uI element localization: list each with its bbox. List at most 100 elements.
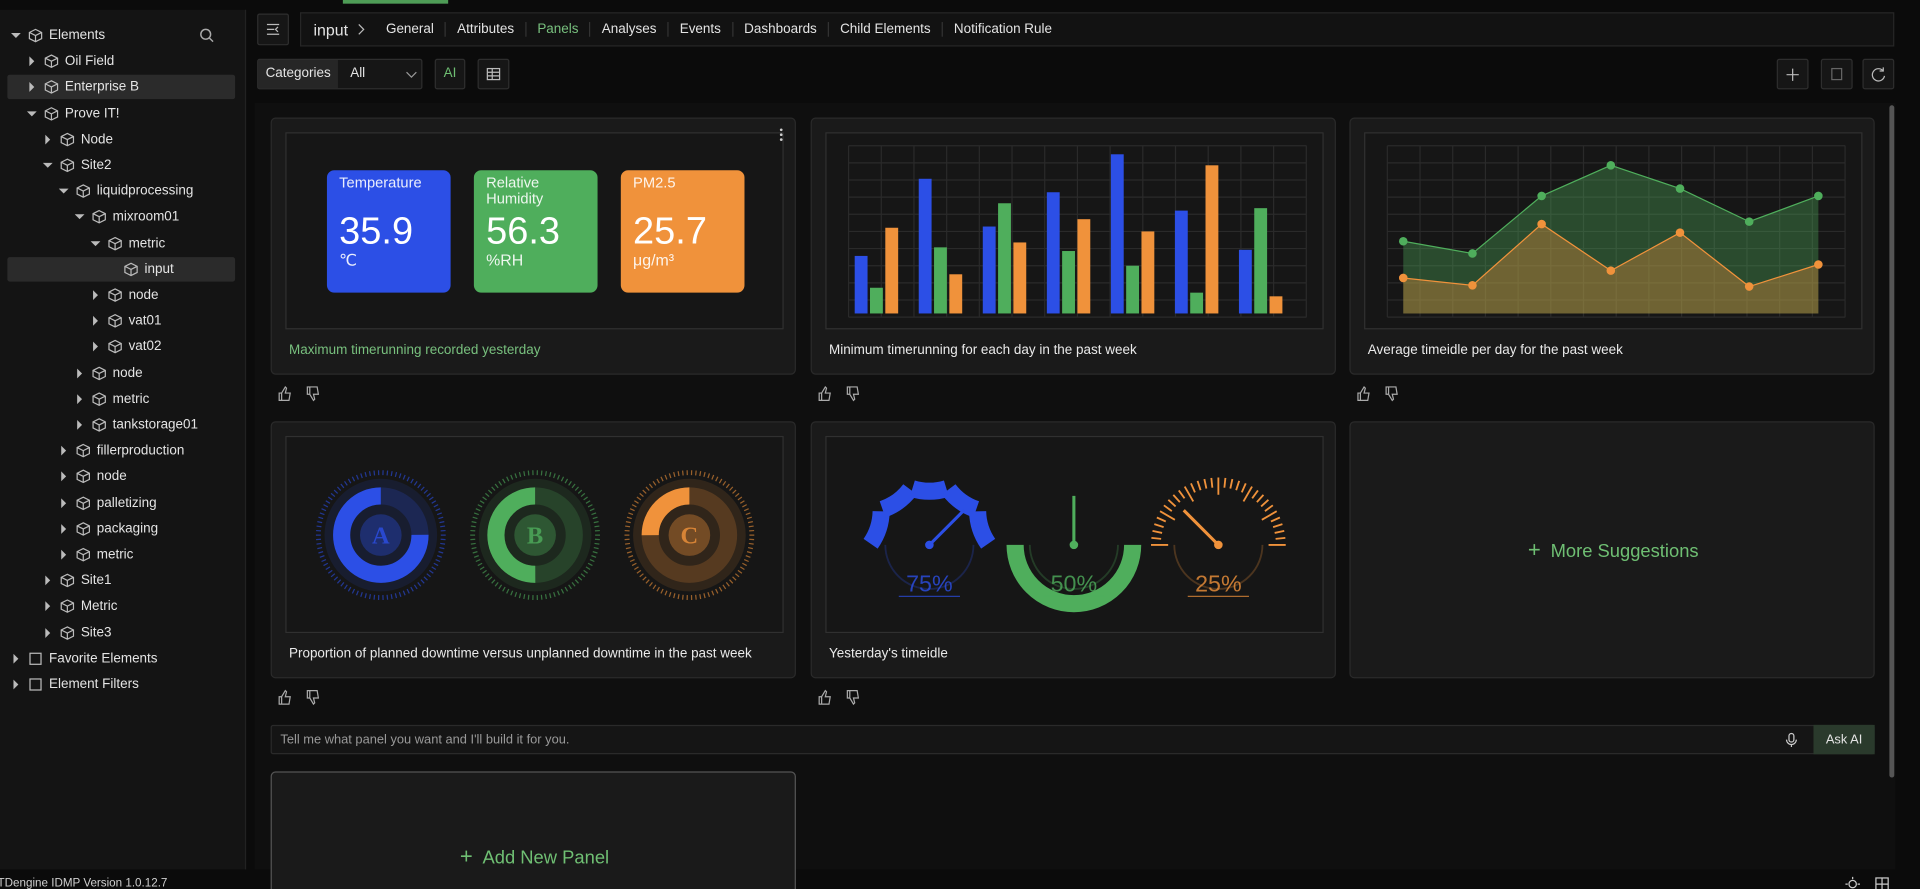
donut-letter: A (372, 523, 390, 550)
collapse-button[interactable] (257, 13, 289, 46)
thumb-down[interactable] (1385, 386, 1398, 402)
tree-arrow[interactable] (43, 132, 53, 147)
category-filter[interactable]: Categories All (257, 58, 423, 90)
add-panel-card[interactable]: + Add New Panel (270, 771, 796, 889)
tree-arrow[interactable] (11, 677, 21, 692)
more-suggestions-card[interactable]: + More Suggestions (1349, 421, 1875, 679)
tree-row[interactable]: Enterprise B (7, 75, 236, 100)
ai-button[interactable]: AI (434, 58, 466, 90)
tree-row[interactable]: vat02 (7, 335, 235, 359)
tree-arrow[interactable] (11, 651, 21, 666)
tree-row[interactable]: Site1 (7, 568, 235, 592)
tile-content: Temperature 35.9℃ (339, 175, 422, 269)
donut-tick (585, 566, 591, 571)
tree-arrow[interactable] (91, 314, 101, 329)
refresh-button[interactable] (1862, 58, 1895, 90)
tree-row[interactable]: input (7, 256, 236, 282)
thumb-down[interactable] (846, 386, 860, 402)
tree-arrow[interactable] (75, 418, 85, 433)
tree-row[interactable]: mixroom01 (7, 205, 235, 229)
panel-card[interactable]: A B C Proportion of planned downtime versus… (270, 421, 796, 679)
thumb-up[interactable] (278, 689, 291, 705)
tree-row[interactable]: Node (7, 127, 235, 151)
tree-arrow[interactable] (43, 625, 53, 640)
search-icon[interactable] (200, 28, 215, 43)
table-button[interactable] (477, 58, 510, 90)
tree-row[interactable]: palletizing (7, 491, 235, 515)
tree-arrow[interactable] (91, 340, 101, 355)
donut-tick (743, 558, 749, 563)
tab[interactable]: Dashboards (731, 22, 828, 37)
tree-arrow[interactable] (59, 469, 69, 484)
theme-icon[interactable] (1845, 876, 1861, 889)
tree-row[interactable]: node (7, 465, 235, 489)
tab[interactable]: Attributes (444, 22, 525, 37)
panel-menu[interactable] (778, 127, 785, 142)
tree-arrow[interactable] (74, 210, 85, 225)
tree-row[interactable]: Prove IT! (7, 101, 235, 125)
tab[interactable]: Events (667, 22, 731, 37)
tree-row[interactable]: metric (7, 387, 235, 411)
panel-card[interactable]: Temperature 35.9 ℃ Relative Humidity 56.3 %RH… (270, 117, 796, 375)
tree-arrow[interactable] (27, 54, 37, 69)
tree-arrow[interactable] (43, 573, 53, 588)
tree-arrow[interactable] (91, 288, 101, 303)
gauge-tick (1178, 489, 1186, 499)
tree-arrow[interactable] (11, 28, 21, 43)
tab[interactable]: Child Elements (827, 22, 942, 37)
tree-row[interactable]: Site2 (7, 153, 235, 177)
tree-row[interactable]: fillerproduction (7, 439, 235, 463)
tree-arrow[interactable] (42, 158, 53, 173)
tab[interactable]: Panels (525, 22, 589, 37)
donut-tick (390, 471, 393, 477)
mic-icon[interactable] (1785, 732, 1797, 748)
tree-arrow[interactable] (59, 521, 69, 536)
tree-row[interactable]: Oil Field (7, 49, 235, 73)
tree-arrow[interactable] (75, 366, 85, 381)
thumb-up[interactable] (818, 385, 831, 402)
tab[interactable]: Analyses (589, 22, 668, 37)
tree-arrow[interactable] (59, 495, 69, 510)
tree-arrow[interactable] (75, 392, 85, 407)
tree-row[interactable]: node (7, 361, 235, 385)
panel-card[interactable]: Average timeidle per day for the past we… (1349, 117, 1875, 375)
donut-tick (355, 474, 359, 480)
tree-row[interactable]: Element Filters (7, 672, 235, 696)
tree-row[interactable]: Favorite Elements (7, 646, 235, 670)
panel-card[interactable]: 75% 50% 25% Yesterday's timeidle (810, 421, 1336, 679)
tree-row[interactable]: liquidprocessing (7, 179, 235, 203)
tree-row[interactable]: metric (7, 542, 235, 566)
tree-row[interactable]: metric (7, 231, 235, 255)
tree-row[interactable]: node (7, 283, 235, 307)
tree-row[interactable]: packaging (7, 516, 235, 540)
tree-row[interactable]: Site3 (7, 620, 235, 644)
tree-row[interactable]: vat01 (7, 309, 235, 333)
save-button[interactable] (1820, 58, 1853, 90)
donut-tick (472, 551, 478, 554)
thumb-down[interactable] (306, 690, 320, 706)
tree-arrow[interactable] (90, 236, 101, 251)
breadcrumb[interactable]: input (313, 20, 349, 39)
add-button[interactable] (1776, 58, 1809, 90)
thumb-up[interactable] (278, 385, 291, 402)
tree-arrow[interactable] (58, 184, 69, 199)
thumb-down[interactable] (846, 690, 860, 706)
tree-icon (44, 80, 59, 95)
tab[interactable]: Notification Rule (941, 22, 1063, 37)
tree-arrow[interactable] (43, 599, 53, 614)
tab[interactable]: General (385, 22, 434, 37)
tree-arrow[interactable] (59, 547, 69, 562)
thumb-up[interactable] (1357, 385, 1370, 402)
thumb-up[interactable] (818, 689, 831, 705)
tree-row[interactable]: tankstorage01 (7, 413, 235, 437)
thumb-down[interactable] (306, 386, 320, 402)
panel-card[interactable]: Minimum timerunning for each day in the … (810, 117, 1336, 375)
tree-arrow[interactable] (26, 106, 37, 121)
ask-bar[interactable]: Tell me what panel you want and I'll bui… (270, 724, 1875, 755)
language-icon[interactable] (1875, 877, 1890, 889)
tree-row[interactable]: Elements (7, 23, 235, 47)
ask-ai-button[interactable]: Ask AI (1813, 724, 1875, 755)
tree-row[interactable]: Metric (7, 594, 235, 618)
tree-arrow[interactable] (27, 80, 37, 95)
tree-arrow[interactable] (59, 443, 69, 458)
